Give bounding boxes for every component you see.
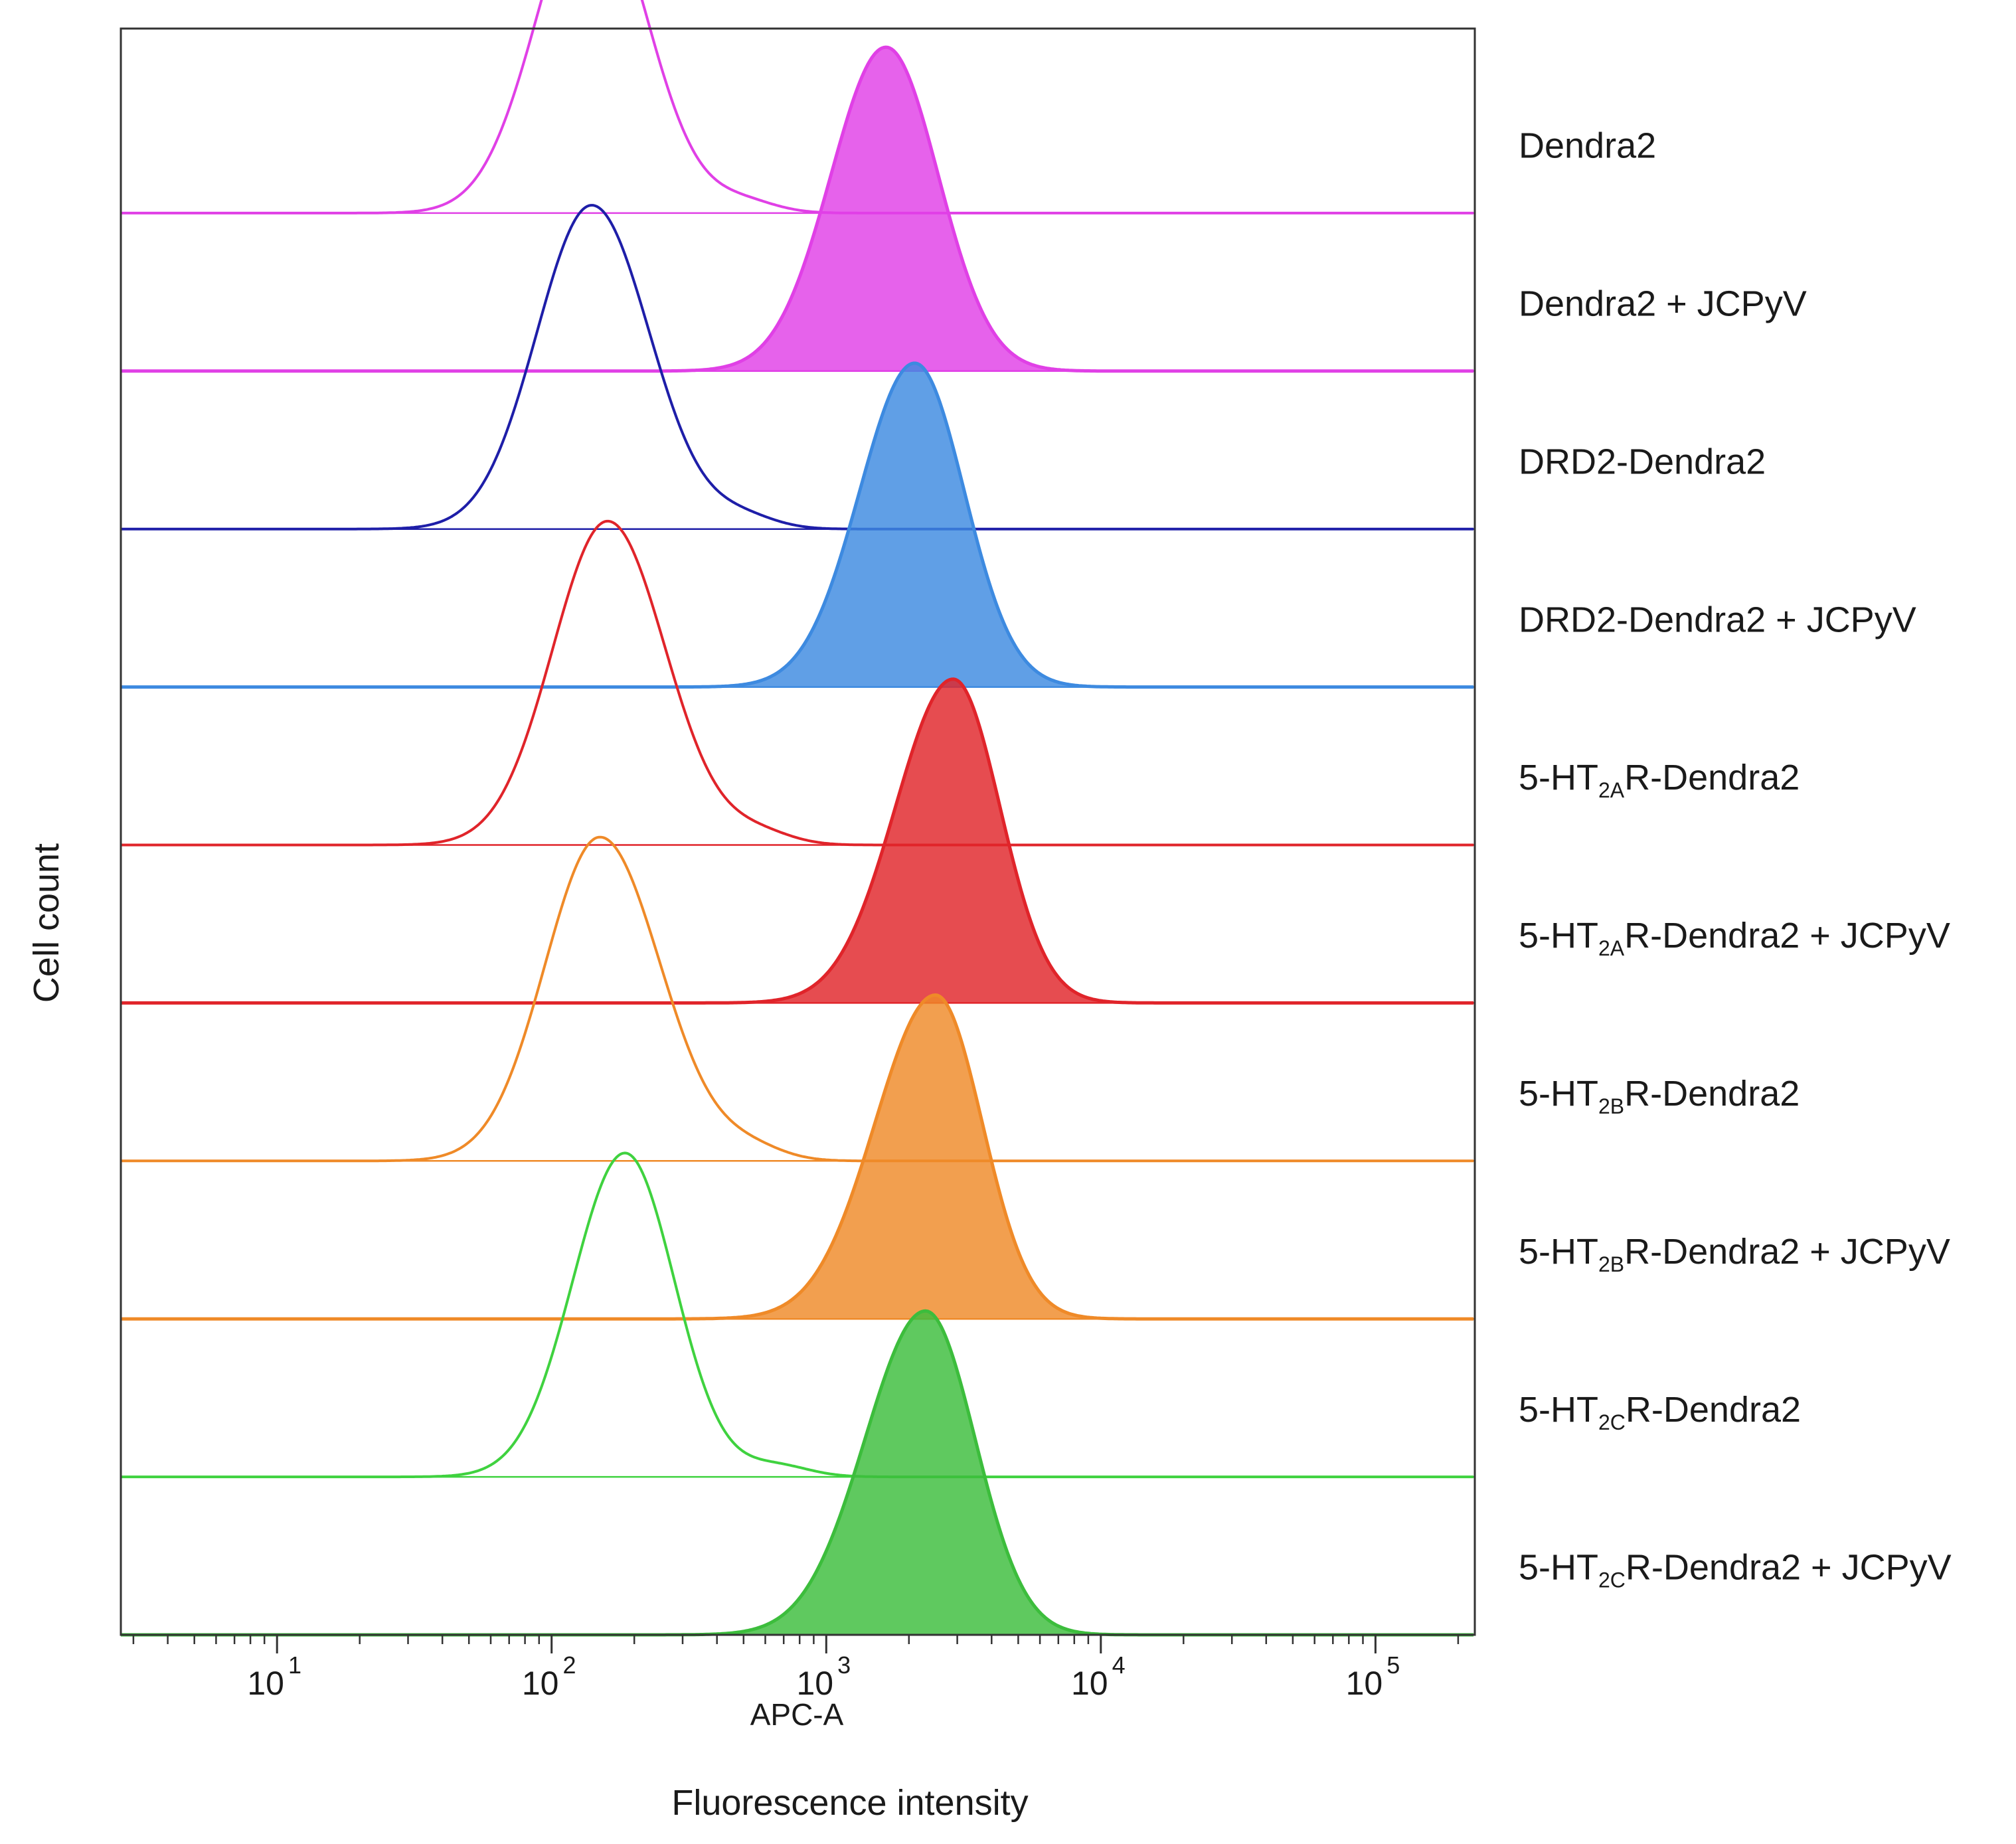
x-axis-title: Fluorescence intensity xyxy=(671,1783,1028,1823)
histogram-fill-5-ht-2c-r-dendra2-jcpyv xyxy=(121,1311,1475,1635)
histogram-fill-dendra2-jcpyv xyxy=(121,47,1475,371)
x-tick-label: 10 2 xyxy=(522,1651,576,1702)
x-tick-label: 10 1 xyxy=(247,1651,301,1702)
histogram-curves xyxy=(121,0,1475,1637)
series-labels: Dendra2 Dendra2 + JCPyV DRD2-Dendra2 DRD2-D… xyxy=(1519,126,1952,1592)
series-label-5-ht-2c-r-dendra2: 5-HT2CR-Dendra2 xyxy=(1519,1390,1801,1434)
x-minor-ticks xyxy=(132,1635,1460,1644)
series-label-5-ht-2a-r-dendra2: 5-HT2AR-Dendra2 xyxy=(1519,758,1800,802)
histogram-curve-5-ht-2c-r-dendra2 xyxy=(121,1151,1473,1479)
series-label-drd2-dendra2-jcpyv: DRD2-Dendra2 + JCPyV xyxy=(1519,600,1916,639)
histogram-curve-drd2-dendra2 xyxy=(121,204,1473,531)
histogram-curve-5-ht-2c-r-dendra2-jcpyv xyxy=(121,1309,1473,1637)
histogram-curve-drd2-dendra2-jcpyv xyxy=(121,361,1473,689)
series-label-5-ht-2b-r-dendra2: 5-HT2BR-Dendra2 xyxy=(1519,1074,1800,1118)
histogram-curve-5-ht-2a-r-dendra2 xyxy=(121,519,1473,847)
series-label-dendra2-jcpyv: Dendra2 + JCPyV xyxy=(1519,284,1807,324)
histogram-curve-dendra2 xyxy=(121,0,1473,214)
series-label-drd2-dendra2: DRD2-Dendra2 xyxy=(1519,442,1766,481)
series-label-5-ht-2b-r-dendra2-jcpyv: 5-HT2BR-Dendra2 + JCPyV xyxy=(1519,1232,1950,1276)
x-tick-label: 10 4 xyxy=(1071,1651,1126,1702)
plot-frame xyxy=(120,27,1476,1636)
series-label-5-ht-2a-r-dendra2-jcpyv: 5-HT2AR-Dendra2 + JCPyV xyxy=(1519,916,1950,960)
histogram-curve-dendra2-jcpyv xyxy=(121,45,1473,373)
histogram-curve-5-ht-2a-r-dendra2-jcpyv xyxy=(121,677,1473,1005)
x-tick-label: 10 3 xyxy=(796,1651,851,1702)
x-tick-label: 10 5 xyxy=(1346,1651,1400,1702)
series-label-5-ht-2c-r-dendra2-jcpyv: 5-HT2CR-Dendra2 + JCPyV xyxy=(1519,1548,1952,1592)
histogram-curve-5-ht-2b-r-dendra2 xyxy=(121,835,1473,1163)
histogram-curve-5-ht-2b-r-dendra2-jcpyv xyxy=(121,993,1473,1321)
histogram-fill-5-ht-2a-r-dendra2-jcpyv xyxy=(121,679,1475,1003)
x-inner-axis-label: APC-A xyxy=(750,1697,844,1732)
x-major-ticks xyxy=(276,1635,1377,1653)
y-axis-title: Cell count xyxy=(27,843,66,1003)
series-label-dendra2: Dendra2 xyxy=(1519,126,1656,166)
x-tick-labels: 10 1 10 2 10 3 10 4 10 5 xyxy=(247,1651,1400,1702)
histogram-fill-5-ht-2b-r-dendra2-jcpyv xyxy=(121,995,1475,1319)
